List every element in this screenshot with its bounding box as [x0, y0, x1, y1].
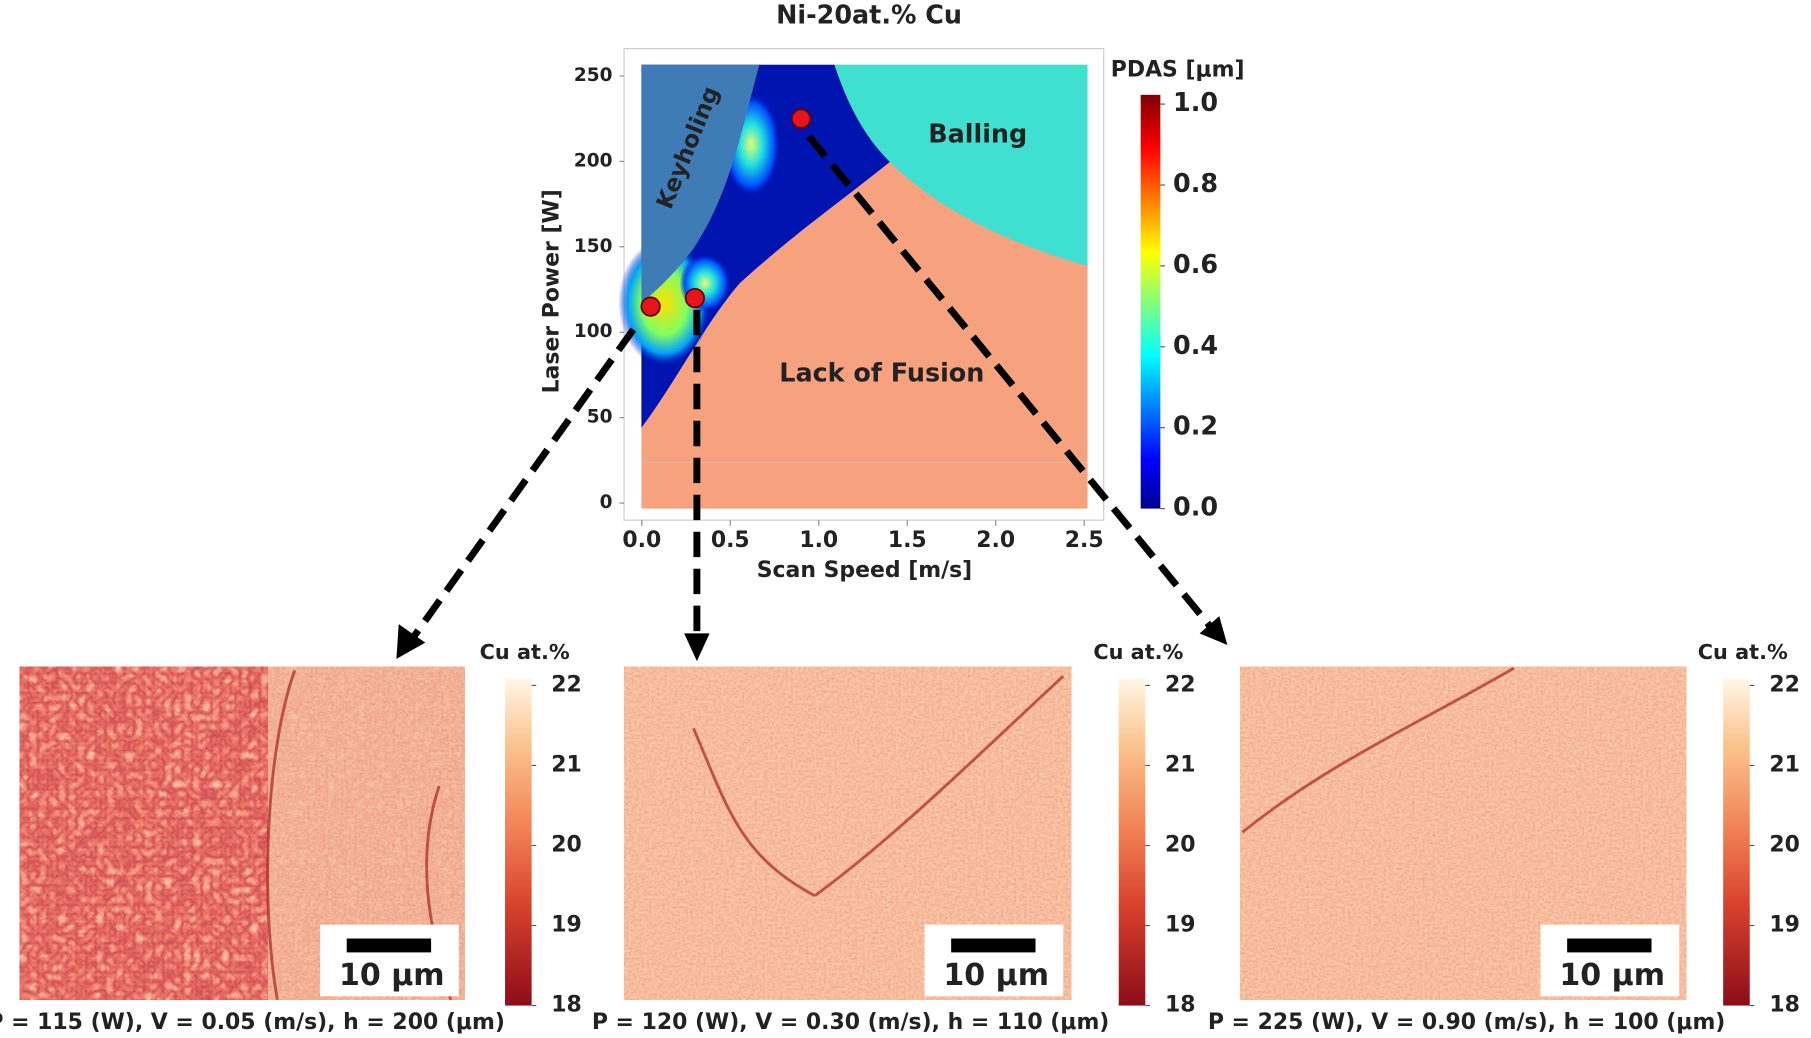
- x-tick-label: 2.0: [976, 528, 1015, 553]
- scalebar-box: [924, 924, 1064, 997]
- colorbar-tick-label: 19: [1769, 913, 1800, 938]
- colorbar-tick-label: 22: [1165, 672, 1196, 697]
- colorbar-tick-label: 21: [1769, 752, 1800, 777]
- colorbar: [505, 678, 532, 1006]
- x-tick-label: 1.0: [799, 528, 838, 553]
- colorbar-label: PDAS [μm]: [1111, 58, 1245, 83]
- colorbar-tick-label: 20: [551, 832, 582, 857]
- grain-boundary: [692, 675, 1065, 898]
- colorbar-tick-label: 0.2: [1173, 411, 1218, 441]
- colorbar-tick-label: 1.0: [1173, 87, 1218, 117]
- arrowhead: [684, 633, 710, 662]
- y-tick-label: 150: [574, 236, 613, 257]
- scalebar: [1567, 938, 1652, 953]
- arrowhead: [1199, 616, 1228, 645]
- x-tick-label: 1.5: [888, 528, 927, 553]
- keyholing-region: [641, 64, 760, 303]
- arrows: [396, 134, 1228, 662]
- grain-boundary: [1241, 666, 1515, 834]
- colorbar-tick-label: 20: [1165, 832, 1196, 857]
- y-tick-label: 0: [600, 492, 613, 513]
- scalebar-label: 10 μm: [943, 958, 1049, 993]
- caption: P = 115 (W), V = 0.05 (m/s), h = 200 (μm…: [0, 1010, 505, 1035]
- y-tick-label: 250: [574, 65, 613, 86]
- x-tick-label: 0.5: [711, 528, 750, 553]
- colorbar-tick-label: 20: [1769, 832, 1800, 857]
- scalebar-box: [320, 924, 459, 997]
- arrowhead: [396, 624, 426, 659]
- x-tick-label: 0.0: [622, 528, 661, 553]
- colorbar-tick-label: 21: [551, 752, 582, 777]
- colorbar-tick-label: 22: [1769, 672, 1800, 697]
- scalebar-box: [1540, 924, 1680, 997]
- scalebar-label: 10 μm: [1559, 958, 1665, 993]
- process-map: [618, 48, 1105, 521]
- arrow: [407, 327, 637, 644]
- process-point: [790, 108, 812, 129]
- process-point: [640, 296, 661, 317]
- colorbar-tick-label: 21: [1165, 752, 1196, 777]
- colorbar: [1118, 678, 1146, 1006]
- y-tick-label: 100: [574, 321, 613, 342]
- balling-region: [834, 64, 1088, 266]
- micrograph: [19, 666, 465, 1001]
- colorbar-tick-label: 18: [551, 993, 582, 1018]
- region-label: Lack of Fusion: [779, 358, 984, 388]
- colorbar-tick-label: 0.0: [1173, 492, 1218, 522]
- scalebar-label: 10 μm: [339, 958, 445, 993]
- y-tick-label: 50: [587, 407, 613, 428]
- colorbar-tick-label: 0.4: [1173, 330, 1218, 360]
- caption: P = 120 (W), V = 0.30 (m/s), h = 110 (μm…: [592, 1010, 1110, 1035]
- y-axis-label: Laser Power [W]: [539, 189, 564, 393]
- arrow: [806, 134, 1214, 630]
- process-point: [684, 287, 705, 309]
- chart-title: Ni-20at.% Cu: [776, 0, 962, 29]
- colorbar-tick-label: 18: [1769, 993, 1800, 1018]
- colorbar: [1140, 94, 1161, 509]
- colorbar-tick-label: 0.6: [1173, 249, 1218, 279]
- caption: P = 225 (W), V = 0.90 (m/s), h = 100 (μm…: [1208, 1010, 1726, 1035]
- region-label: Balling: [928, 118, 1027, 148]
- y-tick-label: 200: [574, 150, 613, 171]
- scalebar: [951, 938, 1036, 953]
- colorbar-tick-label: 0.8: [1173, 168, 1218, 198]
- colorbar-tick-label: 19: [551, 913, 582, 938]
- colorbar-label: Cu at.%: [480, 640, 570, 664]
- colorbar: [1723, 678, 1750, 1006]
- colorbar-tick-label: 18: [1165, 993, 1196, 1018]
- scalebar: [346, 938, 432, 953]
- colorbar-label: Cu at.%: [1698, 640, 1788, 664]
- x-axis-label: Scan Speed [m/s]: [757, 558, 972, 583]
- colorbar-tick-label: 22: [551, 672, 582, 697]
- x-tick-label: 2.5: [1065, 528, 1104, 553]
- colorbar-label: Cu at.%: [1093, 640, 1183, 664]
- colorbar-tick-label: 19: [1165, 913, 1196, 938]
